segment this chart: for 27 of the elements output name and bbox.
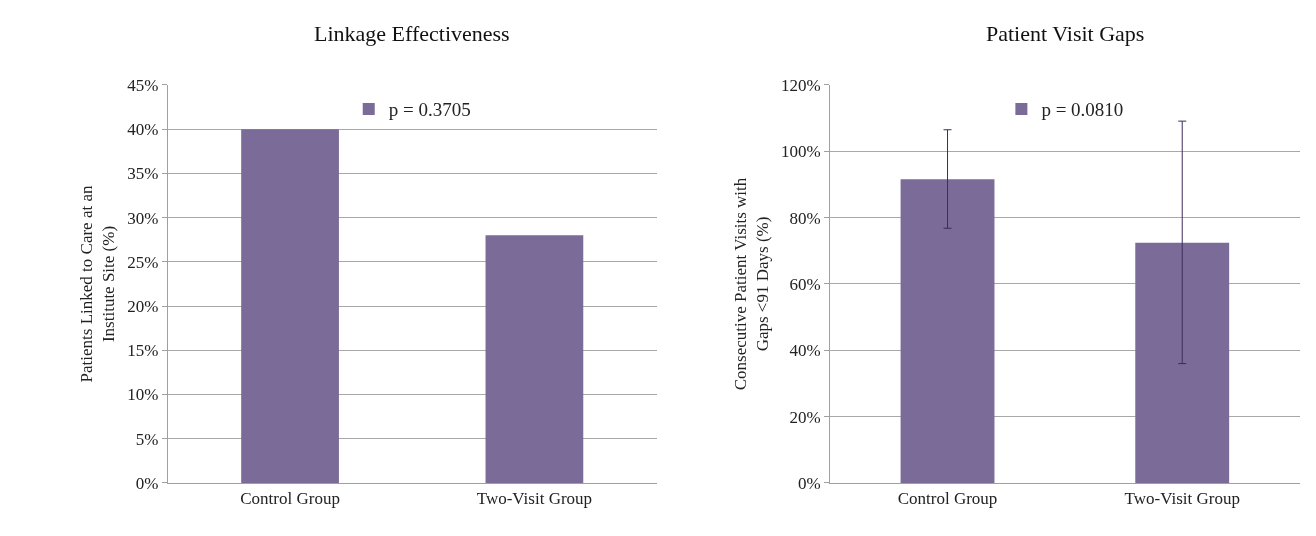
chart-title: Patient Visit Gaps bbox=[986, 21, 1145, 46]
chart-title: Linkage Effectiveness bbox=[314, 21, 510, 46]
y-tick-label: 25% bbox=[127, 252, 159, 272]
x-tick-label: Two-Visit Group bbox=[1124, 489, 1240, 509]
y-tick-label: 80% bbox=[789, 208, 821, 228]
y-tick-label: 45% bbox=[127, 75, 159, 95]
y-tick-label: 0% bbox=[135, 473, 159, 493]
y-tick-label: 35% bbox=[127, 164, 159, 184]
y-tick-label: 20% bbox=[127, 297, 159, 317]
x-tick-label: Control Group bbox=[240, 489, 340, 509]
y-tick-label: 60% bbox=[789, 274, 821, 294]
y-tick-label: 5% bbox=[135, 429, 159, 449]
x-tick-label: Control Group bbox=[897, 489, 998, 509]
y-tick-label: 100% bbox=[781, 142, 821, 162]
y-tick-label: 40% bbox=[789, 341, 821, 361]
y-tick-label: 30% bbox=[127, 208, 159, 228]
y-tick-label: 10% bbox=[127, 385, 159, 405]
y-tick-label: 40% bbox=[127, 120, 159, 140]
y-tick-label: 15% bbox=[127, 341, 159, 361]
y-axis-title: Patients Linked to Care at an Institute Site (%) bbox=[76, 185, 118, 383]
legend-label: p = 0.3705 bbox=[388, 99, 471, 121]
y-axis-title: Consecutive Patient Visits with Gaps <91 Days (%) bbox=[730, 177, 772, 391]
legend-label: p = 0.0810 bbox=[1041, 99, 1124, 121]
y-tick-label: 120% bbox=[781, 75, 821, 95]
y-tick-label: 20% bbox=[789, 407, 821, 427]
y-tick-label: 0% bbox=[798, 473, 821, 493]
x-tick-label: Two-Visit Group bbox=[476, 489, 593, 509]
